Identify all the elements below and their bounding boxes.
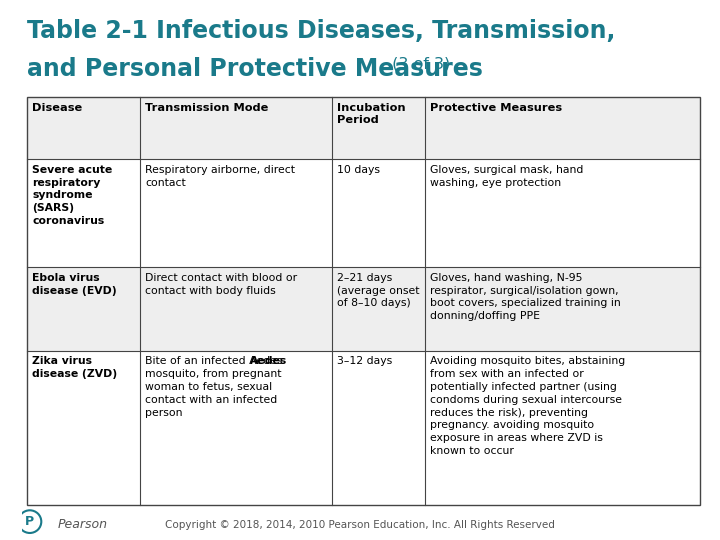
- Text: Disease: Disease: [32, 103, 83, 113]
- Text: and Personal Protective Measures: and Personal Protective Measures: [27, 57, 483, 80]
- Text: P: P: [25, 515, 35, 528]
- Bar: [27, 351, 700, 505]
- Bar: [27, 159, 700, 267]
- Text: 2–21 days
(average onset
of 8–10 days): 2–21 days (average onset of 8–10 days): [337, 273, 420, 308]
- Text: Avoiding mosquito bites, abstaining
from sex with an infected or
potentially inf: Avoiding mosquito bites, abstaining from…: [430, 356, 625, 456]
- Text: Severe acute
respiratory
syndrome
(SARS)
coronavirus: Severe acute respiratory syndrome (SARS)…: [32, 165, 112, 226]
- Text: 3–12 days: 3–12 days: [337, 356, 392, 367]
- Text: Pearson: Pearson: [58, 518, 107, 531]
- Bar: [27, 267, 700, 351]
- Text: Gloves, surgical mask, hand
washing, eye protection: Gloves, surgical mask, hand washing, eye…: [430, 165, 583, 187]
- Bar: [27, 97, 700, 159]
- Text: Zika virus
disease (ZVD): Zika virus disease (ZVD): [32, 356, 117, 379]
- Text: Aedes: Aedes: [250, 356, 287, 367]
- Text: 10 days: 10 days: [337, 165, 380, 175]
- Text: Gloves, hand washing, N-95
respirator, surgical/isolation gown,
boot covers, spe: Gloves, hand washing, N-95 respirator, s…: [430, 273, 621, 321]
- Text: Direct contact with blood or
contact with body fluids: Direct contact with blood or contact wit…: [145, 273, 297, 295]
- Bar: [27, 97, 700, 505]
- Text: Incubation
Period: Incubation Period: [337, 103, 405, 125]
- Text: Transmission Mode: Transmission Mode: [145, 103, 269, 113]
- Text: (3 of 3): (3 of 3): [387, 57, 451, 72]
- Text: Copyright © 2018, 2014, 2010 Pearson Education, Inc. All Rights Reserved: Copyright © 2018, 2014, 2010 Pearson Edu…: [165, 520, 555, 530]
- Text: Bite of an infected Aedes
mosquito, from pregnant
woman to fetus, sexual
contact: Bite of an infected Aedes mosquito, from…: [145, 356, 283, 417]
- Text: Protective Measures: Protective Measures: [430, 103, 562, 113]
- Text: Respiratory airborne, direct
contact: Respiratory airborne, direct contact: [145, 165, 295, 187]
- Text: Ebola virus
disease (EVD): Ebola virus disease (EVD): [32, 273, 117, 295]
- Text: Table 2-1 Infectious Diseases, Transmission,: Table 2-1 Infectious Diseases, Transmiss…: [27, 19, 616, 43]
